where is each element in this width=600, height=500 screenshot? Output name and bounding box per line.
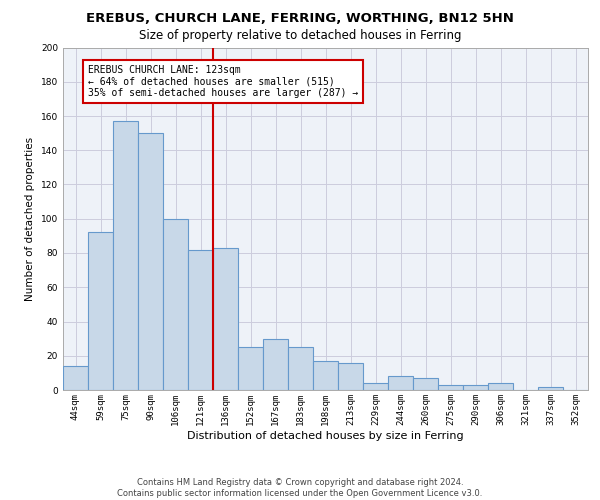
Bar [263,338,288,390]
Text: EREBUS, CHURCH LANE, FERRING, WORTHING, BN12 5HN: EREBUS, CHURCH LANE, FERRING, WORTHING, … [86,12,514,26]
Bar [88,232,113,390]
Bar [488,383,513,390]
Bar [113,121,138,390]
Bar [438,385,463,390]
Bar [388,376,413,390]
Bar [238,347,263,390]
Y-axis label: Number of detached properties: Number of detached properties [25,136,35,301]
Bar [213,248,238,390]
Bar [463,385,488,390]
Bar [63,366,88,390]
Bar [413,378,438,390]
Bar [363,383,388,390]
Bar [288,347,313,390]
Bar [338,362,363,390]
Bar [163,219,188,390]
X-axis label: Distribution of detached houses by size in Ferring: Distribution of detached houses by size … [187,430,464,440]
Text: Contains HM Land Registry data © Crown copyright and database right 2024.
Contai: Contains HM Land Registry data © Crown c… [118,478,482,498]
Text: Size of property relative to detached houses in Ferring: Size of property relative to detached ho… [139,29,461,42]
Bar [188,250,213,390]
Text: EREBUS CHURCH LANE: 123sqm
← 64% of detached houses are smaller (515)
35% of sem: EREBUS CHURCH LANE: 123sqm ← 64% of deta… [88,64,358,98]
Bar [538,386,563,390]
Bar [313,361,338,390]
Bar [138,133,163,390]
